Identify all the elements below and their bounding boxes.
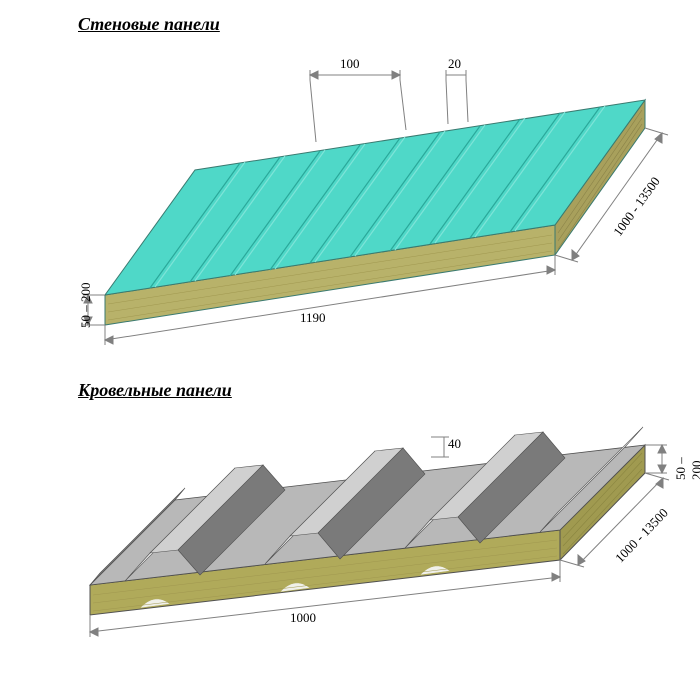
roof-dim-width: 1000	[290, 610, 316, 626]
roof-dim-rib-height: 40	[448, 436, 461, 452]
diagram-svg	[0, 0, 700, 700]
roof-dim-thickness: 50 – 200	[673, 453, 700, 480]
wall-panel-3d	[105, 100, 645, 325]
roof-panel-3d	[90, 427, 645, 615]
wall-dim-width: 1190	[300, 310, 326, 326]
wall-dim-rib-width: 20	[448, 56, 461, 72]
wall-dim-thickness: 50 – 200	[78, 283, 94, 329]
wall-dim-rib-spacing: 100	[340, 56, 360, 72]
